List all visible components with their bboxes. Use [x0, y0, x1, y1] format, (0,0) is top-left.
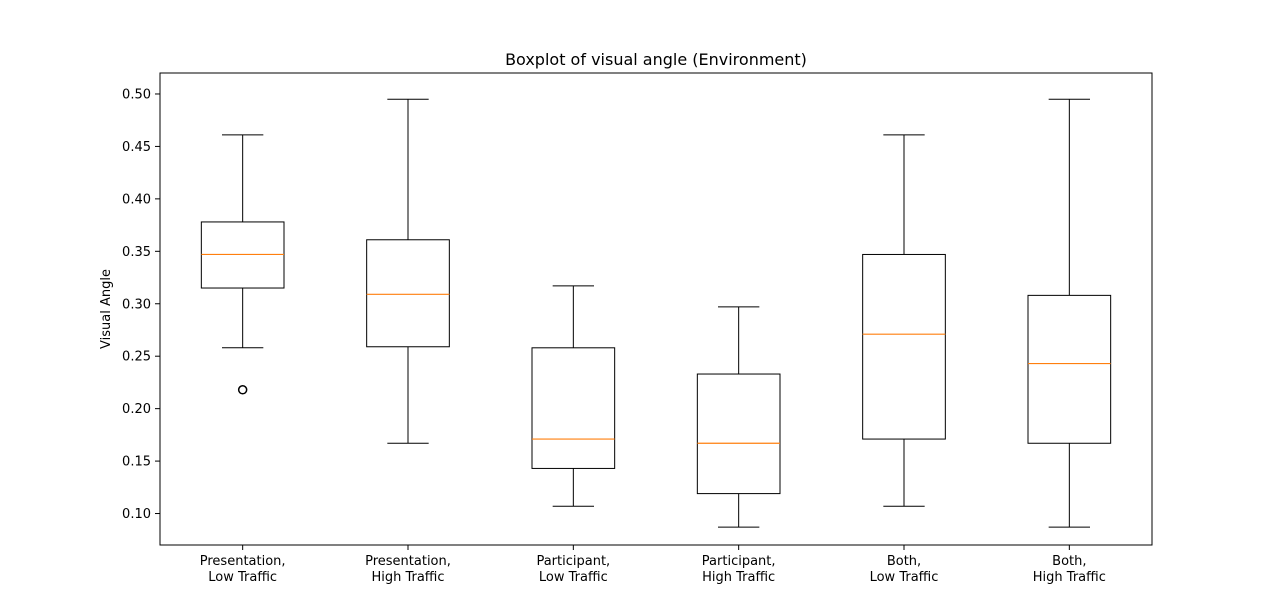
plot-area: 0.10 0.15 0.20 0.25 0.30 0.35 0.40 0.45 0.50 Pres…	[122, 87, 1112, 585]
y-tick-label: 0.30	[122, 297, 151, 312]
x-tick-label: High Traffic	[702, 570, 775, 585]
x-tick-label: High Traffic	[1033, 570, 1106, 585]
y-tick-label: 0.10	[122, 507, 151, 522]
iqr-box	[1027, 294, 1112, 444]
x-tick-label: Both,	[887, 554, 921, 569]
x-tick-label: Presentation,	[200, 554, 286, 569]
y-tick-label: 0.45	[122, 140, 151, 155]
x-tick-label: Participant,	[536, 554, 610, 569]
x-tick-label: Participant,	[702, 554, 776, 569]
y-tick-label: 0.50	[122, 87, 151, 102]
y-axis-label: Visual Angle	[99, 269, 114, 349]
y-tick-label: 0.35	[122, 245, 151, 260]
x-tick-label: Low Traffic	[870, 570, 939, 585]
x-tick-label: Presentation,	[365, 554, 451, 569]
y-tick-label: 0.20	[122, 402, 151, 417]
plot-frame	[159, 72, 1153, 546]
iqr-box	[531, 347, 616, 469]
x-tick-label: Low Traffic	[208, 570, 277, 585]
chart-title: Boxplot of visual angle (Environment)	[505, 50, 807, 69]
y-tick-label: 0.40	[122, 192, 151, 207]
outlier-point	[237, 385, 248, 395]
x-tick-label: Both,	[1052, 554, 1086, 569]
x-tick-label: High Traffic	[371, 570, 444, 585]
y-tick-label: 0.15	[122, 455, 151, 470]
iqr-box	[696, 373, 781, 495]
iqr-box	[862, 253, 946, 440]
iqr-box	[366, 239, 450, 348]
x-tick-label: Low Traffic	[539, 570, 608, 585]
y-tick-label: 0.25	[122, 350, 151, 365]
